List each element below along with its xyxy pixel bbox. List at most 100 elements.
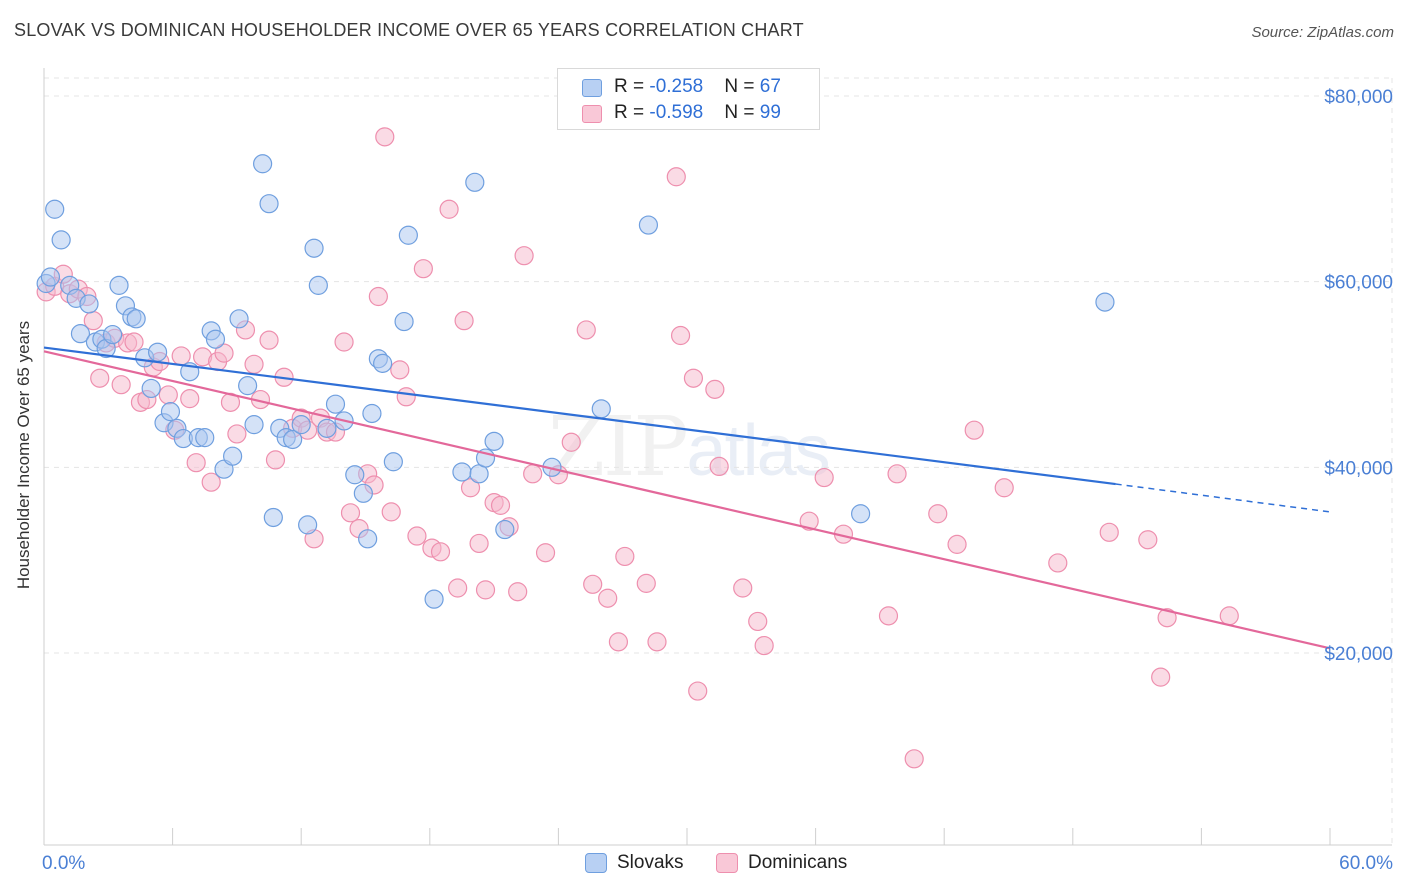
y-axis-label: Householder Income Over 65 years [14,320,33,590]
dominican-point [928,504,948,524]
slovak-point [51,230,71,250]
slovak-point [141,378,161,399]
slovak-point [45,199,65,219]
dominican-point [1099,522,1119,542]
dominican-point [265,450,286,470]
slovak-point [353,483,373,503]
dominican-n-value: 99 [759,102,781,123]
dominican-point [1219,606,1239,626]
dominican-swatch [582,105,602,123]
dominican-point [523,464,543,484]
slovak-point [383,452,403,472]
tick-labels: $20,000 $40,000 $60,000 $80,000 0.0% 60.0% [42,87,1393,874]
dominican-point [460,478,481,498]
slovak-point [238,376,258,396]
x-tick-label-left: 0.0% [42,853,85,874]
dominican-point [201,472,221,492]
slovak-point [345,465,365,485]
slovak-point [465,172,485,192]
slovak-point [362,403,382,424]
slovak-point [147,342,168,362]
slovak-point [223,446,243,466]
dominican-point [799,511,819,531]
dominican-point [375,127,395,147]
slovak-point [298,515,318,535]
slovak-n-label: N = [724,76,760,97]
slovak-point [259,194,279,214]
slovak-point [484,431,504,451]
dominican-point [598,588,618,608]
slovak-point [79,294,99,314]
axes [43,68,1392,846]
slovak-n-value: 67 [759,76,781,97]
dominican-point [490,495,511,515]
dominicans-legend-label: Dominicans [748,852,848,873]
dominican-point [748,611,768,632]
slovak-point [394,311,414,332]
slovak-points [36,154,1115,609]
source-label: Source: ZipAtlas.com [1251,24,1394,41]
dominican-point [583,574,603,594]
dominican-point [994,478,1014,498]
dominican-point [413,259,433,279]
dominican-point [469,533,489,554]
correlation-legend: R = -0.258 N = 67 R = -0.598 N = 99 [557,68,820,130]
slovak-point [244,415,264,435]
dominican-point [514,246,534,266]
y-tick-label: $60,000 [1324,273,1393,294]
slovak-point [102,324,123,345]
slovak-r-value: -0.258 [649,76,704,97]
slovak-point [304,238,324,258]
slovak-r-label: R = [614,76,650,97]
dominican-point [171,346,191,366]
dominican-points [36,127,1239,769]
dominican-point [214,343,234,363]
slovaks-legend-swatch [585,853,607,873]
dominican-point [180,389,200,409]
dominican-point [683,368,704,388]
dominican-point [508,582,528,602]
dominican-point [259,330,279,350]
slovak-point [638,215,659,235]
slovak-point [452,462,472,482]
slovak-point [851,504,871,524]
slovak-point [40,267,61,287]
slovak-point [398,225,418,245]
dominicans-legend-swatch [716,853,738,873]
dominican-point [688,681,708,701]
dominican-point [439,199,459,219]
dominican-point [390,360,410,380]
dominican-point [636,573,656,593]
watermark-atlas: atlas [686,411,831,491]
slovak-point [160,402,181,422]
dominican-point [368,286,388,307]
dominican-r-value: -0.598 [649,102,704,123]
dominican-point [608,632,629,652]
dominican-point [964,420,984,440]
dominican-n-label: N = [724,102,760,123]
slovak-point [424,589,444,609]
slovak-point [591,399,611,419]
slovak-point [126,309,146,329]
dominican-point [454,311,474,331]
dominican-point [227,424,247,444]
y-tick-label: $80,000 [1324,87,1393,108]
dominican-point [705,379,725,399]
y-tick-label: $40,000 [1324,458,1393,479]
slovaks-legend-label: Slovaks [617,852,684,873]
dominican-point [407,526,427,546]
dominican-trend-line [43,350,1331,650]
dominican-point [647,632,667,652]
dominican-point [754,635,774,656]
dominican-point [340,503,361,523]
slovak-trend-line [43,346,1116,486]
dominican-point [1048,553,1068,573]
slovak-point [291,415,311,435]
dominican-point [111,375,131,395]
slovak-point [495,519,515,540]
slovak-point [283,429,303,450]
dominican-r-label: R = [614,102,650,123]
dominican-point [709,456,729,477]
dominican-point [90,368,110,388]
slovak-point [109,275,129,295]
